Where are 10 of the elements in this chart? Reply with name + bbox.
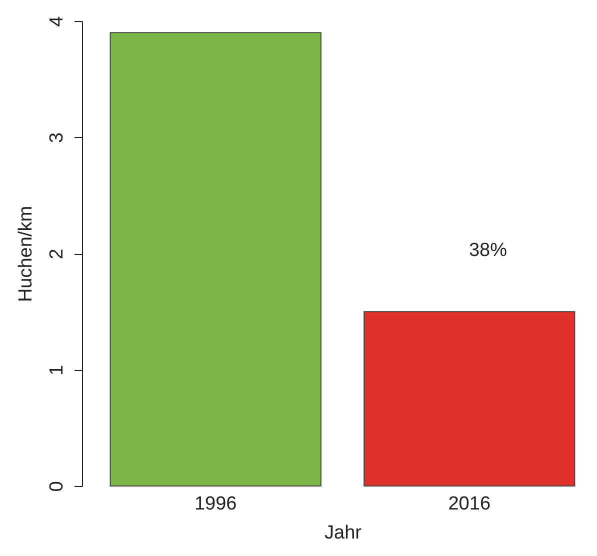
y-tick-label: 4 (46, 16, 68, 27)
x-tick-label: 1996 (194, 494, 237, 514)
y-tick-label: 0 (46, 481, 68, 492)
x-axis-title: Jahr (324, 522, 362, 544)
y-tick-label: 1 (46, 364, 68, 376)
y-tick-label: 3 (46, 132, 68, 144)
annotation: 38% (468, 240, 508, 261)
y-tick-label: 2 (46, 248, 68, 260)
y-axis-title: Huchen/km (16, 206, 36, 302)
x-tick-label: 2016 (448, 494, 491, 514)
